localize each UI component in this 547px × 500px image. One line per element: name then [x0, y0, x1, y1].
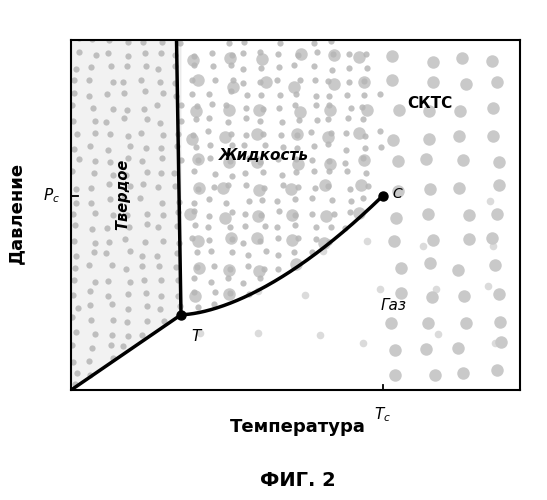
Text: $T_c$: $T_c$: [374, 406, 391, 424]
Text: ФИГ. 2: ФИГ. 2: [260, 470, 336, 490]
Text: C: C: [393, 187, 403, 201]
Text: Жидкость: Жидкость: [219, 148, 309, 163]
Text: Температура: Температура: [230, 418, 366, 436]
Text: Твердое: Твердое: [115, 158, 130, 230]
Polygon shape: [71, 40, 181, 390]
Text: Газ: Газ: [381, 298, 407, 314]
Text: Давление: Давление: [8, 162, 25, 264]
Text: T: T: [191, 329, 200, 344]
Text: $P_c$: $P_c$: [43, 186, 60, 205]
Text: СКТС: СКТС: [408, 96, 452, 110]
